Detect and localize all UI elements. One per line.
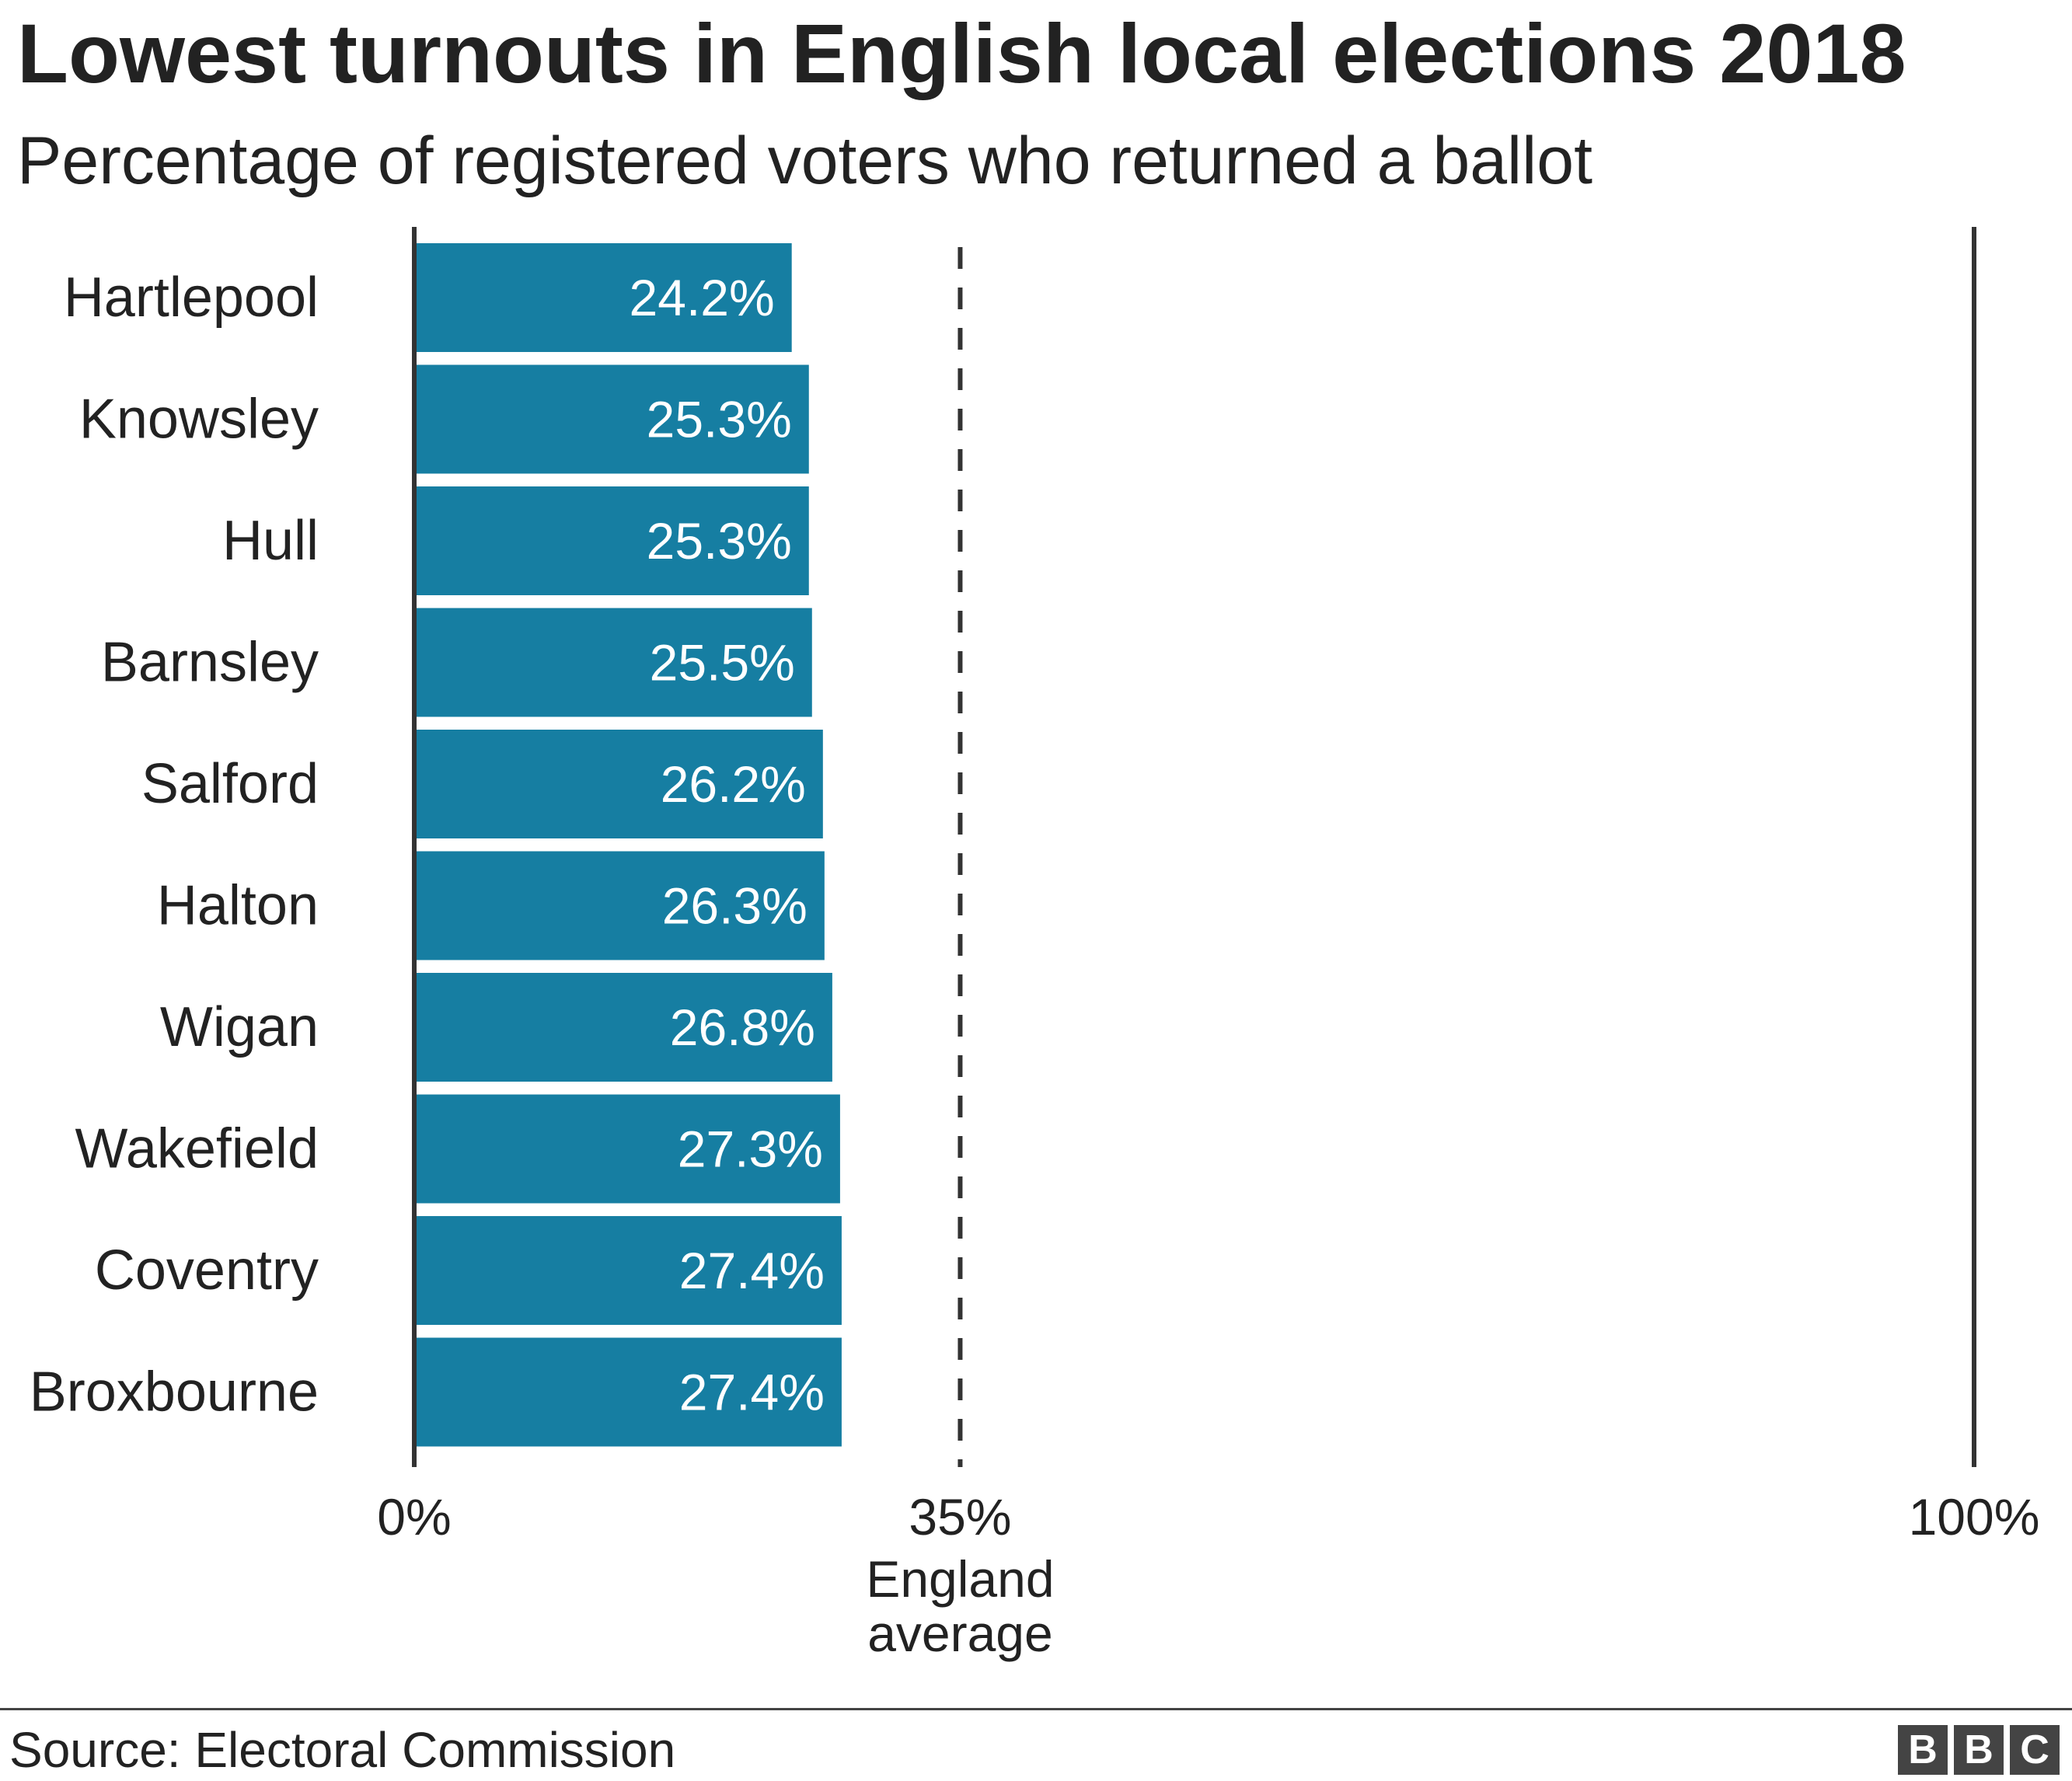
value-label-hull: 25.3% xyxy=(647,512,792,570)
chart-subtitle: Percentage of registered voters who retu… xyxy=(17,124,1592,198)
bar-halton xyxy=(414,851,825,960)
england-average-label-line-0: England xyxy=(866,1550,1054,1608)
bar-wakefield xyxy=(414,1094,840,1204)
category-label-halton: Halton xyxy=(157,875,319,937)
bar-wigan xyxy=(414,973,832,1082)
source-note: Source: Electoral Commission xyxy=(9,1722,676,1778)
category-label-wakefield: Wakefield xyxy=(75,1118,319,1180)
category-label-hartlepool: Hartlepool xyxy=(64,267,319,329)
category-label-coventry: Coventry xyxy=(95,1239,319,1302)
chart-title: Lowest turnouts in English local electio… xyxy=(17,6,1906,100)
category-label-wigan: Wigan xyxy=(160,996,319,1058)
bar-knowsley xyxy=(414,364,809,474)
category-label-barnsley: Barnsley xyxy=(101,632,319,694)
bar-hull xyxy=(414,486,809,595)
value-label-halton: 26.3% xyxy=(662,877,808,935)
value-label-hartlepool: 24.2% xyxy=(630,269,775,326)
category-label-knowsley: Knowsley xyxy=(79,389,319,451)
bar-barnsley xyxy=(414,608,812,717)
category-label-salford: Salford xyxy=(141,753,319,815)
value-label-broxbourne: 27.4% xyxy=(679,1364,825,1421)
category-label-broxbourne: Broxbourne xyxy=(30,1361,319,1424)
bar-chart: Hartlepool 24.2% Knowsley 25.3% Hull 25.3% Bar… xyxy=(30,227,2040,1662)
footer-divider xyxy=(0,1708,2072,1710)
logo-letter-b2: B xyxy=(1954,1725,2004,1775)
category-label-hull: Hull xyxy=(222,510,319,572)
england-average-label-line-1: average xyxy=(867,1605,1053,1662)
value-label-knowsley: 25.3% xyxy=(647,391,792,448)
x-tick-label-2: 100% xyxy=(1909,1488,2040,1546)
bbc-logo: B B C xyxy=(1898,1725,2060,1775)
logo-letter-b1: B xyxy=(1898,1725,1948,1775)
value-label-wigan: 26.8% xyxy=(670,999,815,1056)
bar-coventry xyxy=(414,1216,842,1325)
bar-salford xyxy=(414,730,823,838)
x-tick-label-1: 35% xyxy=(909,1488,1011,1546)
value-label-wakefield: 27.3% xyxy=(678,1121,823,1178)
value-label-coventry: 27.4% xyxy=(679,1242,825,1299)
logo-letter-c: C xyxy=(2010,1725,2060,1775)
x-tick-label-0: 0% xyxy=(377,1488,451,1546)
value-label-barnsley: 25.5% xyxy=(650,634,795,692)
bar-hartlepool xyxy=(414,243,792,352)
bar-broxbourne xyxy=(414,1337,842,1447)
value-label-salford: 26.2% xyxy=(661,755,806,813)
